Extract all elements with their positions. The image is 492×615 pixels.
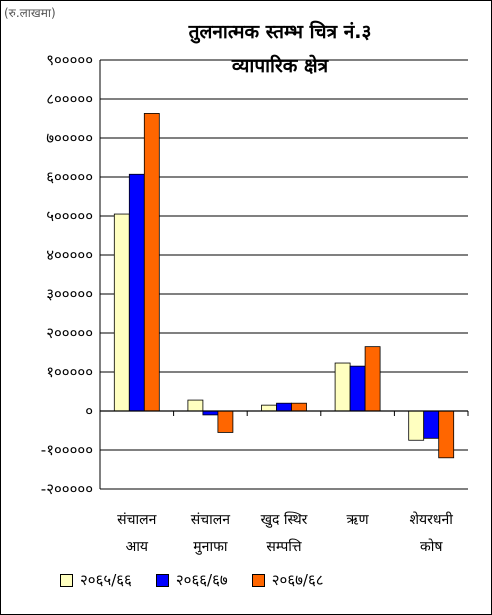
chart-title-line-1: तुलनात्मक स्तम्भ चित्र नं.३ (188, 21, 372, 43)
bar (128, 173, 145, 412)
bar (423, 410, 440, 439)
y-tick-label: ८००००० (46, 90, 93, 108)
y-tick-label: ५००००० (46, 207, 93, 225)
chart-legend: २०६५/६६ २०६६/६७ २०६७/६८ (60, 570, 324, 590)
bar (113, 213, 130, 412)
unit-label: (रु.लाखमा) (4, 6, 56, 20)
category-label: सम्पत्ति (266, 538, 302, 555)
bar (217, 410, 234, 433)
bar (187, 399, 204, 412)
bar (349, 365, 366, 412)
category-label: मुनाफा (193, 539, 228, 555)
y-tick-label: ९००००० (46, 51, 93, 69)
bar (364, 346, 381, 412)
category-label: आय (126, 539, 149, 555)
legend-label-series-1: २०६५/६६ (80, 571, 132, 589)
bar (261, 404, 277, 412)
bar (291, 402, 307, 412)
y-tick-label: -१००००० (41, 441, 93, 459)
legend-label-series-2: २०६६/६७ (175, 571, 228, 589)
y-tick-label: ७००००० (46, 129, 93, 147)
bar (438, 410, 455, 459)
legend-label-series-3: २०६७/६८ (271, 571, 324, 589)
category-label: संचालन (191, 512, 230, 528)
category-label: ऋण (347, 512, 370, 528)
bar (408, 410, 425, 441)
bar (143, 113, 160, 412)
bar (276, 402, 292, 412)
y-tick-label: ६००००० (46, 168, 93, 186)
y-tick-label: ४००००० (46, 246, 93, 264)
category-label: खुद स्थिर (261, 511, 308, 528)
category-label: संचालन (117, 512, 156, 528)
legend-item-series-1: २०६५/६६ (60, 570, 132, 590)
legend-swatch-series-3 (251, 573, 265, 587)
y-tick-label: ० (85, 402, 93, 420)
category-label: शेयरधनी (410, 511, 454, 528)
y-tick-label: १००००० (46, 363, 93, 381)
category-label: कोष (420, 538, 443, 555)
bar (334, 362, 351, 412)
legend-swatch-series-2 (155, 573, 169, 587)
y-tick-label: -२००००० (41, 480, 93, 498)
y-tick-label: २००००० (46, 324, 93, 342)
legend-item-series-3: २०६७/६८ (251, 570, 324, 590)
legend-item-series-2: २०६६/६७ (155, 570, 228, 590)
legend-swatch-series-1 (60, 573, 73, 587)
y-tick-label: ३००००० (46, 285, 93, 303)
